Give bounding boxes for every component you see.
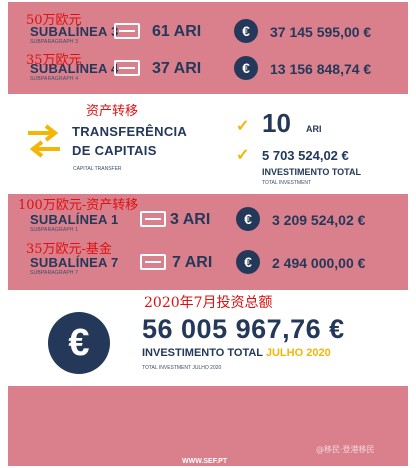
subparagraph-subtitle: SUBPARAGRAPH 4 xyxy=(30,76,79,82)
middle-band xyxy=(8,194,408,290)
top-band xyxy=(8,2,408,94)
annotation-label: 35万欧元 xyxy=(26,53,82,68)
total-label-highlight: JULHO 2020 xyxy=(265,347,331,359)
transfer-title-line1: TRANSFERÊNCIA xyxy=(72,124,188,139)
bottom-band xyxy=(8,386,408,466)
subparagraph-title: SUBALÍNEA 7 xyxy=(30,255,119,270)
transfer-subtitle: CAPITAL TRANSFER xyxy=(73,166,122,172)
euro-icon: € xyxy=(48,312,110,374)
annotation-label: 2020年7月投资总额 xyxy=(144,295,273,311)
subparagraph-title: SUBALÍNEA 3 xyxy=(30,24,119,39)
subparagraph-row: SUBALÍNEA 3 SUBPARAGRAPH 3 61 ARI € 37 1… xyxy=(8,8,408,52)
subparagraph-subtitle: SUBPARAGRAPH 7 xyxy=(30,270,79,276)
investment-amount: 3 209 524,02 € xyxy=(272,212,366,228)
euro-icon: € xyxy=(234,19,258,43)
annotation-label: 100万欧元-资产转移 xyxy=(18,198,139,213)
transfer-title-line2: DE CAPITAIS xyxy=(72,143,157,158)
footer-url: WWW.SEF.PT xyxy=(182,458,228,465)
check-icon: ✓ xyxy=(236,118,250,135)
total-investment-amount: 56 005 967,76 € xyxy=(142,314,345,344)
transfer-total-label: INVESTIMENTO TOTAL xyxy=(262,167,362,177)
subparagraph-subtitle: SUBPARAGRAPH 3 xyxy=(30,39,79,45)
transfer-arrows-icon xyxy=(28,124,60,158)
ari-count: 7 ARI xyxy=(172,254,213,271)
credit-card-icon xyxy=(114,23,140,39)
investment-amount: 13 156 848,74 € xyxy=(270,61,372,77)
total-investment-label: INVESTIMENTO TOTAL JULHO 2020 xyxy=(142,347,331,359)
transfer-ari-label: ARI xyxy=(306,124,322,134)
credit-card-icon xyxy=(140,254,166,270)
euro-icon: € xyxy=(236,250,260,274)
investment-amount: 37 145 595,00 € xyxy=(270,24,372,40)
euro-icon: € xyxy=(234,56,258,80)
watermark: @移民·登港移民 xyxy=(316,445,375,454)
transfer-ari-number: 10 xyxy=(262,108,291,138)
annotation-label: 资产转移 xyxy=(86,104,139,119)
total-label-main: INVESTIMENTO TOTAL xyxy=(142,347,263,359)
ari-count: 3 ARI xyxy=(170,211,211,228)
annotation-label: 35万欧元-基金 xyxy=(26,242,112,257)
annotation-label: 50万欧元 xyxy=(26,13,82,28)
subparagraph-row: SUBALÍNEA 1 SUBPARAGRAPH 1 3 ARI € 3 209… xyxy=(8,198,408,242)
credit-card-icon xyxy=(114,60,140,76)
transfer-title: TRANSFERÊNCIA DE CAPITAIS xyxy=(72,124,187,158)
credit-card-icon xyxy=(140,211,166,227)
transfer-total-label-en: TOTAL INVESTMENT xyxy=(262,180,312,186)
subparagraph-subtitle: SUBPARAGRAPH 1 xyxy=(30,227,79,233)
transfer-amount: 5 703 524,02 € xyxy=(262,148,349,163)
total-investment-label-en: TOTAL INVESTMENT JULHO 2020 xyxy=(142,365,222,371)
subparagraph-title: SUBALÍNEA 1 xyxy=(30,212,119,227)
subparagraph-title: SUBALÍNEA 4 xyxy=(30,61,119,76)
euro-icon: € xyxy=(236,207,260,231)
subparagraph-row: SUBALÍNEA 7 SUBPARAGRAPH 7 7 ARI € 2 494… xyxy=(8,242,408,286)
check-icon: ✓ xyxy=(236,147,250,164)
subparagraph-row: SUBALÍNEA 4 SUBPARAGRAPH 4 37 ARI € 13 1… xyxy=(8,50,408,94)
investment-amount: 2 494 000,00 € xyxy=(272,255,366,271)
ari-count: 61 ARI xyxy=(152,23,202,40)
ari-count: 37 ARI xyxy=(152,60,202,77)
